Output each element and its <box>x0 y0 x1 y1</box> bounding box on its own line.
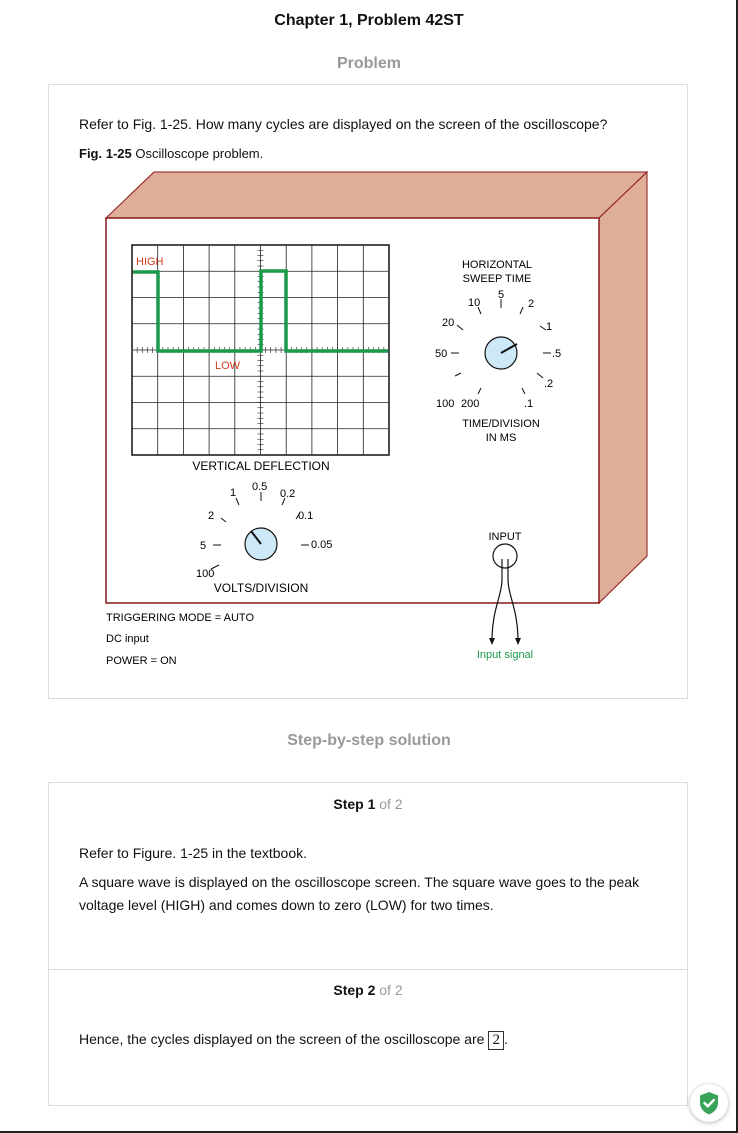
oscilloscope-figure: HIGH LOW VERTICAL DEFLECTION 100 5 2 1 0… <box>104 170 649 667</box>
solution-card: Step 1 of 2 Refer to Figure. 1-25 in the… <box>48 782 688 1106</box>
figure-caption: Fig. 1-25 Oscilloscope problem. <box>79 146 263 161</box>
step-2-text: Hence, the cycles displayed on the scree… <box>79 1028 664 1051</box>
step-1-count: of 2 <box>375 796 403 812</box>
problem-heading: Problem <box>336 55 401 72</box>
time-tick-marks <box>451 299 551 395</box>
step-2-count: of 2 <box>375 982 403 998</box>
time-tick-50: 50 <box>435 348 447 360</box>
lead-arrow-right <box>515 638 521 645</box>
sweep-time-label: SWEEP TIME <box>463 273 532 285</box>
step-2-label: Step 2 <box>333 982 376 998</box>
step-divider <box>49 969 687 970</box>
window-right-border <box>736 0 738 1133</box>
step-2-suffix: . <box>503 1031 508 1047</box>
power-note: POWER = ON <box>106 655 177 667</box>
time-tick-20: 20 <box>442 317 454 329</box>
solution-heading: Step-by-step solution <box>287 732 451 749</box>
security-badge[interactable] <box>690 1084 728 1122</box>
step-1-text-1: Refer to Figure. 1-25 in the textbook. <box>79 845 308 861</box>
time-tick-1: 1 <box>546 321 552 333</box>
volts-tick-5: 5 <box>200 540 206 552</box>
input-signal-label: Input signal <box>477 649 533 661</box>
time-tick-.2: .2 <box>544 378 553 390</box>
high-label: HIGH <box>136 256 164 268</box>
volts-division-label: VOLTS/DIVISION <box>214 581 308 595</box>
volts-tick-0.2: 0.2 <box>280 488 295 500</box>
lead-arrow-left <box>489 638 495 645</box>
step-1-header: Step 1 of 2 <box>49 796 687 812</box>
volts-tick-1: 1 <box>230 487 236 499</box>
window-bottom-border <box>0 1131 738 1133</box>
boxed-answer: 2 <box>488 1031 504 1050</box>
volts-tick-0.5: 0.5 <box>252 481 267 493</box>
triggering-mode-note: TRIGGERING MODE = AUTO <box>106 612 254 624</box>
time-tick-10: 10 <box>468 297 480 309</box>
time-tick-2: 2 <box>528 298 534 310</box>
problem-question: Refer to Fig. 1-25. How many cycles are … <box>79 116 608 132</box>
low-label: LOW <box>215 360 241 372</box>
time-tick-100: 100 <box>436 398 454 410</box>
input-jack[interactable] <box>492 543 518 569</box>
horizontal-label: HORIZONTAL <box>462 259 532 271</box>
step-2-header: Step 2 of 2 <box>49 982 687 998</box>
step-1-text-2: A square wave is displayed on the oscill… <box>79 874 640 913</box>
dc-input-note: DC input <box>106 633 149 645</box>
volts-tick-0.05: 0.05 <box>311 539 332 551</box>
page-title: Chapter 1, Problem 42ST <box>274 12 464 29</box>
input-leads <box>491 559 519 641</box>
case-top <box>104 171 649 219</box>
vertical-deflection-label: VERTICAL DEFLECTION <box>192 459 329 473</box>
step-2-sentence: Hence, the cycles displayed on the scree… <box>79 1031 485 1047</box>
step-1-label: Step 1 <box>333 796 376 812</box>
input-label: INPUT <box>489 531 522 543</box>
time-division-units: IN MS <box>486 432 517 444</box>
case-side <box>598 170 648 605</box>
time-tick-.1: .1 <box>524 398 533 410</box>
time-tick-5: 5 <box>498 289 504 301</box>
figure-caption-text: Oscilloscope problem. <box>131 146 264 161</box>
figure-caption-label: Fig. 1-25 <box>79 146 132 161</box>
volts-tick-marks <box>210 492 309 570</box>
time-division-label: TIME/DIVISION <box>462 418 540 430</box>
volts-tick-0.1: 0.1 <box>298 510 313 522</box>
volts-tick-2: 2 <box>208 510 214 522</box>
time-knob-pointer <box>500 343 518 354</box>
problem-card: Refer to Fig. 1-25. How many cycles are … <box>48 84 688 699</box>
volts-knob-pointer <box>250 530 262 545</box>
volts-tick-100: 100 <box>196 568 214 580</box>
time-tick-200: 200 <box>461 398 479 410</box>
shield-check-icon <box>700 1092 718 1115</box>
square-wave-trace <box>133 269 388 353</box>
time-tick-.5: .5 <box>552 348 561 360</box>
